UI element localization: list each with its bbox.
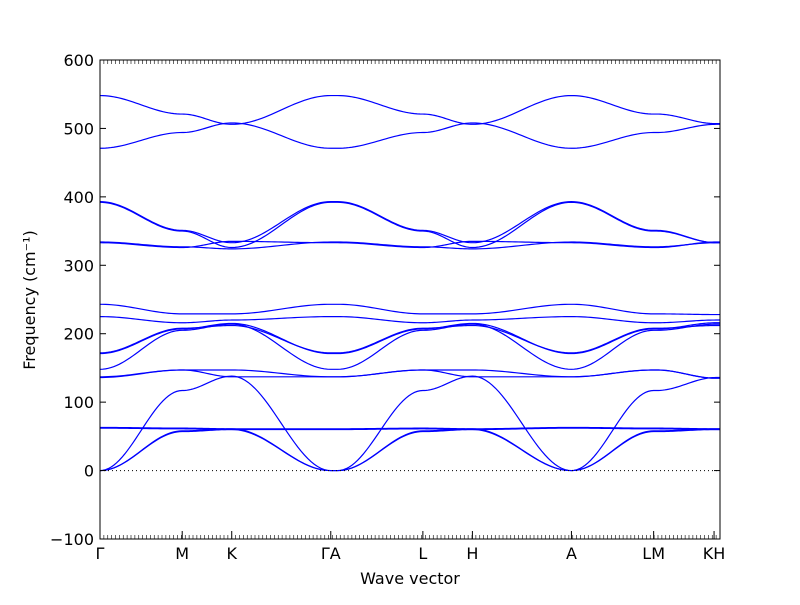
- band-0-9: [99, 324, 720, 354]
- plot-area: [99, 94, 720, 472]
- x-tick-label: ΓA: [321, 544, 341, 563]
- y-axis-label: Frequency (cm⁻¹): [20, 230, 39, 369]
- y-tick-label: 200: [63, 325, 94, 344]
- x-tick-label: LM: [642, 544, 665, 563]
- x-axis-label: Wave vector: [360, 569, 460, 588]
- y-tick-label: 400: [63, 188, 94, 207]
- band-0-0: [99, 375, 720, 472]
- x-tick-label: A: [566, 544, 577, 563]
- band-0-13: [99, 241, 720, 250]
- band-0-15: [99, 201, 720, 249]
- band-0-14: [99, 201, 720, 244]
- band-0-1: [99, 428, 720, 472]
- x-tick-label: L: [418, 544, 427, 563]
- band-0-17: [99, 94, 720, 125]
- x-tick-label: KH: [703, 544, 726, 563]
- band-0-4: [100, 427, 720, 431]
- band-0-16: [99, 122, 720, 149]
- y-tick-label: 500: [63, 119, 94, 138]
- y-tick-label: −100: [50, 530, 94, 549]
- x-tick-label: K: [226, 544, 237, 563]
- axes: −100 0 100 200 300 400 500 600 Γ M K ΓA L H A LM KH: [50, 51, 725, 563]
- x-tick-label: H: [466, 544, 478, 563]
- y-tick-label: 0: [84, 462, 94, 481]
- band-0-2: [99, 428, 720, 472]
- band-0-10: [99, 316, 720, 324]
- y-tick-label: 300: [63, 256, 94, 275]
- y-tick-label: 100: [63, 393, 94, 412]
- x-tick-label: M: [175, 544, 189, 563]
- band-0-6: [99, 369, 720, 379]
- band-0-3: [100, 426, 720, 430]
- x-tick-label: Γ: [96, 544, 105, 563]
- band-0-11: [99, 303, 720, 316]
- y-tick-label: 600: [63, 51, 94, 70]
